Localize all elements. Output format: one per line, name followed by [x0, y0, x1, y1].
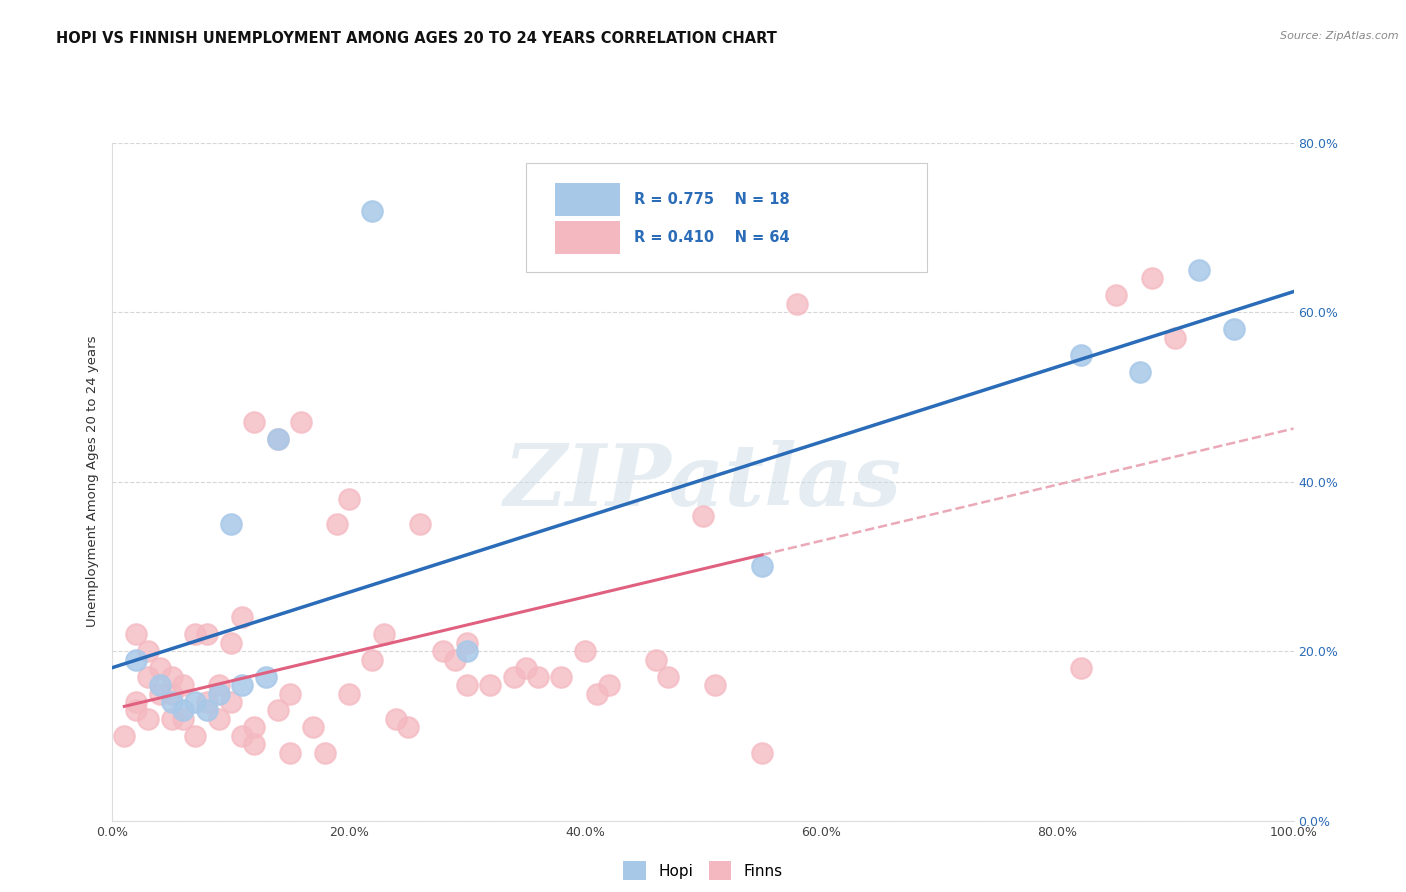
Y-axis label: Unemployment Among Ages 20 to 24 years: Unemployment Among Ages 20 to 24 years: [86, 336, 100, 627]
Point: [1105, 288, 1128, 302]
Point: [314, 746, 336, 760]
Point: [231, 729, 253, 743]
Point: [172, 712, 194, 726]
Point: [254, 669, 277, 683]
Point: [125, 695, 148, 709]
Point: [160, 695, 183, 709]
Point: [408, 517, 430, 532]
Point: [219, 695, 242, 709]
Point: [1223, 322, 1246, 336]
Point: [1164, 331, 1187, 345]
Point: [267, 433, 290, 447]
Point: [125, 703, 148, 717]
Point: [160, 669, 183, 683]
Point: [692, 508, 714, 523]
Text: HOPI VS FINNISH UNEMPLOYMENT AMONG AGES 20 TO 24 YEARS CORRELATION CHART: HOPI VS FINNISH UNEMPLOYMENT AMONG AGES …: [56, 31, 778, 46]
Point: [160, 712, 183, 726]
Point: [219, 635, 242, 649]
Point: [184, 729, 207, 743]
Point: [195, 695, 218, 709]
Point: [644, 653, 666, 667]
Text: ZIPatlas: ZIPatlas: [503, 440, 903, 524]
Point: [231, 678, 253, 692]
Point: [1070, 348, 1092, 362]
Point: [326, 517, 349, 532]
Point: [396, 721, 419, 735]
FancyBboxPatch shape: [526, 163, 928, 271]
Point: [184, 627, 207, 641]
FancyBboxPatch shape: [555, 184, 620, 216]
Point: [361, 653, 384, 667]
Point: [585, 687, 607, 701]
Point: [243, 416, 266, 430]
Point: [657, 669, 679, 683]
Point: [136, 669, 159, 683]
Point: [290, 416, 312, 430]
Point: [231, 610, 253, 624]
Point: [243, 721, 266, 735]
Point: [208, 687, 231, 701]
Point: [703, 678, 725, 692]
Point: [149, 687, 172, 701]
Point: [550, 669, 572, 683]
Point: [337, 687, 360, 701]
Text: Source: ZipAtlas.com: Source: ZipAtlas.com: [1281, 31, 1399, 41]
Point: [195, 627, 218, 641]
Point: [1129, 365, 1152, 379]
Point: [751, 559, 773, 574]
Text: R = 0.775    N = 18: R = 0.775 N = 18: [634, 192, 790, 207]
Point: [172, 703, 194, 717]
Point: [195, 703, 218, 717]
Point: [456, 678, 478, 692]
Point: [337, 491, 360, 506]
Point: [278, 746, 301, 760]
Point: [598, 678, 620, 692]
Point: [432, 644, 454, 658]
Point: [503, 669, 526, 683]
Point: [208, 712, 231, 726]
Point: [1188, 263, 1211, 277]
Point: [172, 678, 194, 692]
Point: [278, 687, 301, 701]
Point: [444, 653, 467, 667]
Point: [751, 746, 773, 760]
Point: [125, 653, 148, 667]
Point: [125, 627, 148, 641]
Point: [112, 729, 135, 743]
Point: [136, 712, 159, 726]
Point: [149, 678, 172, 692]
Point: [149, 661, 172, 675]
Point: [373, 627, 395, 641]
FancyBboxPatch shape: [555, 221, 620, 254]
Point: [136, 644, 159, 658]
Point: [786, 297, 808, 311]
Point: [243, 737, 266, 751]
Point: [208, 678, 231, 692]
Point: [160, 687, 183, 701]
Point: [267, 433, 290, 447]
Point: [526, 669, 548, 683]
Point: [456, 644, 478, 658]
Point: [515, 661, 537, 675]
Point: [479, 678, 502, 692]
Point: [1070, 661, 1092, 675]
Point: [1140, 271, 1163, 285]
Point: [302, 721, 325, 735]
Point: [574, 644, 596, 658]
Point: [219, 517, 242, 532]
Point: [361, 203, 384, 218]
Text: R = 0.410    N = 64: R = 0.410 N = 64: [634, 230, 790, 245]
Point: [184, 695, 207, 709]
Point: [385, 712, 408, 726]
Point: [456, 635, 478, 649]
Point: [267, 703, 290, 717]
Legend: Hopi, Finns: Hopi, Finns: [616, 854, 790, 888]
